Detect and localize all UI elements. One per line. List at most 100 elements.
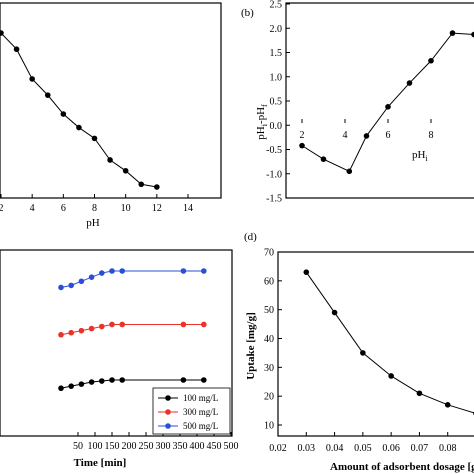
panel-c-data-point bbox=[119, 268, 125, 274]
panel-a-data-point bbox=[13, 46, 20, 53]
panel-b-x-tick-label: 4 bbox=[343, 130, 348, 141]
panel-a-x-tick-label: 8 bbox=[92, 203, 97, 214]
panel-a-x-tick-label: 6 bbox=[61, 203, 66, 214]
panel-b-y-tick-label: 1.0 bbox=[270, 72, 283, 83]
panel-c-x-tick-label: 350 bbox=[173, 441, 188, 452]
panel-a-data-point bbox=[91, 135, 98, 142]
panel-c-data-point bbox=[88, 379, 95, 385]
panel-d-frame bbox=[277, 251, 474, 437]
panel-d-y-axis-label: Uptake [mg/g] bbox=[245, 312, 257, 380]
panel-b-data-point bbox=[299, 142, 305, 149]
panel-b-data-point bbox=[471, 31, 474, 38]
panel-b-y-tick-label: 0.0 bbox=[270, 121, 283, 132]
panel-c-data-point bbox=[99, 323, 105, 330]
panel-b-y-tick-label: -0.5 bbox=[266, 145, 282, 156]
panel-b-frame bbox=[285, 2, 474, 199]
panel-b-data-point bbox=[320, 156, 327, 162]
panel-a-chart: 2 4 6 8 10 12 14 pH bbox=[0, 2, 222, 229]
panel-c-x-tick-label: 200 bbox=[122, 441, 137, 452]
panel-b-y-tick-label: 2.5 bbox=[270, 0, 283, 11]
panel-c-data-point bbox=[68, 282, 74, 289]
panel-b-label: (b) bbox=[241, 7, 254, 19]
panel-d-x-tick-label: 0.05 bbox=[354, 443, 372, 454]
panel-b-data-point bbox=[363, 133, 370, 139]
panel-c-data-point bbox=[68, 383, 74, 389]
panel-b-y-tick-label: 1.5 bbox=[270, 48, 283, 59]
panel-a-data-point bbox=[0, 30, 4, 36]
panel-d-x-tick-label: 0.03 bbox=[298, 443, 316, 454]
panel-c-x-tick-label: 50 bbox=[73, 441, 83, 452]
panel-d-data-point bbox=[303, 269, 310, 275]
panel-d-data-point bbox=[331, 309, 338, 316]
panel-a-x-tick-label: 12 bbox=[152, 203, 162, 214]
panel-a-x-tick-label: 10 bbox=[121, 203, 131, 214]
panel-c-data-point bbox=[201, 377, 207, 383]
panel-d-data-point bbox=[360, 350, 366, 356]
panel-c-data-point bbox=[119, 377, 125, 383]
panel-b-data-point bbox=[385, 104, 391, 110]
panel-c-x-tick-label: 250 bbox=[139, 441, 154, 452]
panel-d-x-axis-label: Amount of adsorbent dosage [g/30 bbox=[330, 461, 474, 473]
legend-marker bbox=[165, 423, 171, 429]
panel-a-data-point bbox=[154, 184, 160, 190]
panel-c-data-point bbox=[78, 381, 85, 387]
panel-c-x-axis-label: Time [min] bbox=[74, 457, 127, 469]
panel-a-x-tick-label: 4 bbox=[30, 203, 35, 214]
legend-marker bbox=[165, 395, 171, 401]
panel-a-data-point bbox=[44, 92, 51, 98]
panel-a-frame bbox=[0, 2, 222, 199]
panel-b-chart: (b) 2 4 6 8 -1.5 -1.0 -0.5 0.0 0.5 1.0 1.5 2.0 2.5 p… bbox=[241, 0, 474, 205]
panel-b-x-tick-label: 2 bbox=[300, 130, 305, 141]
panel-c-data-point bbox=[201, 268, 207, 274]
panel-d-y-tick-label: 70 bbox=[264, 248, 274, 259]
panel-c-x-tick-label: 400 bbox=[190, 441, 205, 452]
panel-d-data-point bbox=[416, 390, 423, 397]
panel-d-y-tick-label: 10 bbox=[264, 421, 274, 432]
panel-d-y-tick-label: 50 bbox=[264, 305, 274, 316]
panel-c-data-point bbox=[58, 385, 64, 392]
panel-c-data-point bbox=[99, 378, 105, 384]
panel-b-data-point bbox=[449, 30, 456, 36]
panel-a-data-point bbox=[76, 124, 82, 131]
panel-d-data-point bbox=[388, 373, 394, 379]
panel-d-y-tick-label: 60 bbox=[264, 276, 274, 287]
panel-a-data-point bbox=[29, 76, 35, 82]
panel-c-data-point bbox=[99, 270, 105, 276]
panel-c-data-point bbox=[88, 274, 95, 280]
panel-b-y-axis-label: pHi-pHf bbox=[255, 104, 269, 140]
panel-a-series-line bbox=[0, 32, 157, 188]
panel-d-x-tick-label: 0.04 bbox=[326, 443, 344, 454]
panel-c-data-point bbox=[180, 268, 187, 274]
panel-c-x-tick-label: 100 bbox=[88, 441, 103, 452]
panel-d-series-line bbox=[305, 271, 474, 414]
panel-d-x-tick-label: 0.08 bbox=[439, 443, 457, 454]
panel-c-data-point bbox=[109, 321, 115, 328]
panel-c-frame bbox=[0, 249, 233, 437]
legend-marker bbox=[165, 409, 171, 415]
legend-entry: 100 mg/L bbox=[183, 393, 218, 403]
panel-d-x-tick-label: 0.06 bbox=[382, 443, 400, 454]
panel-c-x-tick-label: 300 bbox=[156, 441, 171, 452]
panel-b-y-tick-label: 0.5 bbox=[270, 97, 283, 108]
panel-c-data-point bbox=[78, 278, 85, 285]
panel-d-x-tick-label: 0.02 bbox=[269, 443, 287, 454]
panel-b-y-tick-label: -1.0 bbox=[266, 169, 282, 180]
panel-d-x-tick-label: 0.07 bbox=[411, 443, 429, 454]
panel-b-data-point bbox=[406, 80, 413, 86]
panel-c-data-point bbox=[201, 321, 207, 328]
panel-d-chart: (d) 0.02 0.03 0.04 0.05 0.06 0.07 0.08 10 20 30 40… bbox=[244, 231, 474, 473]
panel-c-data-point bbox=[119, 321, 125, 328]
panel-c-x-tick-label: 150 bbox=[105, 441, 120, 452]
panel-d-data-point bbox=[444, 402, 451, 408]
panel-a-x-tick-label: 14 bbox=[183, 203, 193, 214]
panel-c-x-tick-label: 500 bbox=[224, 441, 239, 452]
panel-d-y-tick-label: 40 bbox=[264, 334, 274, 345]
panel-a-data-point bbox=[107, 157, 113, 163]
panel-c-data-point bbox=[68, 329, 74, 336]
panel-c-data-point bbox=[180, 321, 187, 328]
panel-c-x-tick-label: 450 bbox=[207, 441, 222, 452]
panel-c-data-point bbox=[88, 325, 95, 332]
panel-a-x-tick-label: 2 bbox=[0, 203, 4, 214]
panel-c-data-point bbox=[78, 327, 85, 334]
